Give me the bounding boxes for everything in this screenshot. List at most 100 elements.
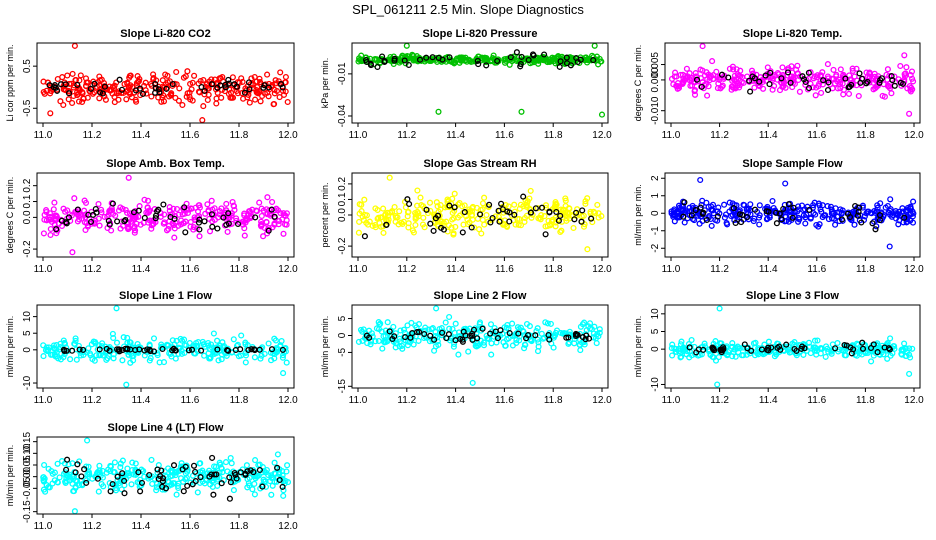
y-tick-label: 1 — [650, 193, 661, 199]
reference-point — [749, 73, 756, 80]
data-point — [355, 229, 362, 236]
reference-point — [863, 80, 870, 87]
data-point — [279, 354, 286, 361]
data-point — [194, 489, 201, 496]
data-point — [280, 492, 287, 499]
data-point — [902, 207, 909, 215]
data-point — [127, 72, 134, 79]
reference-point — [765, 347, 772, 354]
data-point — [165, 225, 172, 233]
data-point — [281, 221, 289, 228]
data-point — [514, 324, 521, 331]
data-point — [355, 338, 362, 345]
reference-point — [121, 218, 128, 225]
data-point — [224, 228, 231, 235]
x-tick-label: 11.4 — [759, 395, 778, 406]
reference-point — [181, 204, 188, 211]
data-point — [253, 207, 260, 214]
data-point — [516, 215, 523, 223]
x-tick-label: 11.6 — [807, 264, 826, 275]
data-point — [751, 352, 759, 359]
reference-point — [590, 57, 597, 64]
data-point — [837, 66, 844, 73]
data-point — [448, 224, 455, 231]
data-point — [196, 460, 203, 467]
data-point — [168, 90, 175, 97]
data-point — [181, 210, 188, 217]
x-tick-label: 11.0 — [662, 395, 681, 406]
data-point — [813, 351, 820, 358]
reference-point — [152, 212, 160, 219]
reference-point — [799, 73, 806, 80]
data-point — [701, 340, 708, 347]
reference-point — [725, 74, 732, 81]
reference-point — [429, 54, 436, 61]
data-point — [402, 337, 409, 344]
data-point — [888, 90, 895, 97]
data-point — [112, 212, 119, 219]
data-point — [704, 92, 711, 99]
panel-sampleflow: Slope Sample Flow 11.0 11.2 11.4 11.6 11.8 12.… — [633, 158, 924, 275]
reference-point — [139, 90, 147, 97]
reference-point — [876, 79, 883, 86]
data-point — [819, 214, 826, 221]
reference-point — [192, 478, 199, 485]
reference-point — [556, 63, 563, 70]
data-point — [434, 203, 441, 210]
data-point — [205, 342, 212, 349]
reference-point — [858, 219, 865, 226]
reference-point — [233, 475, 240, 482]
reference-point — [763, 208, 770, 215]
data-point — [476, 320, 483, 328]
data-point — [251, 354, 258, 361]
data-point — [280, 487, 287, 494]
reference-point — [762, 72, 769, 79]
data-point — [196, 233, 203, 240]
reference-point — [579, 207, 586, 214]
plot-frame — [664, 172, 921, 258]
data-point — [528, 337, 535, 344]
reference-point — [180, 488, 187, 495]
data-point — [222, 459, 230, 466]
reference-point — [427, 220, 434, 227]
data-point — [686, 354, 693, 361]
data-point — [674, 80, 682, 87]
data-point — [73, 477, 81, 485]
data-point — [832, 221, 839, 228]
reference-point — [538, 204, 546, 211]
reference-point — [872, 226, 879, 233]
reference-point — [838, 216, 846, 223]
data-point — [483, 211, 490, 219]
y-tick-label: 10 — [650, 308, 661, 320]
reference-point — [160, 201, 167, 208]
data-point — [201, 91, 208, 98]
reference-point — [765, 344, 772, 351]
outlier-point — [697, 176, 704, 184]
x-tick-label: 11.8 — [856, 264, 875, 275]
data-point — [175, 211, 182, 218]
data-point — [825, 348, 832, 355]
reference-point — [155, 86, 162, 93]
data-point — [72, 483, 79, 490]
data-point — [715, 204, 722, 211]
data-point — [124, 224, 131, 232]
data-point — [732, 353, 739, 360]
data-point — [77, 72, 84, 79]
reference-point — [241, 89, 248, 96]
reference-point — [680, 213, 687, 220]
data-point — [582, 200, 589, 207]
reference-point — [573, 209, 580, 216]
data-point — [95, 200, 102, 208]
data-point — [898, 351, 905, 358]
data-point — [149, 480, 156, 487]
data-point — [596, 329, 603, 336]
reference-point — [498, 200, 505, 207]
y-tick-label: -1 — [650, 226, 661, 235]
reference-point — [681, 199, 688, 206]
data-point — [563, 215, 570, 222]
data-point — [547, 320, 554, 327]
x-tick-label: 11.8 — [230, 521, 249, 532]
reference-point — [158, 467, 165, 474]
data-point — [161, 468, 168, 475]
data-point — [124, 87, 131, 94]
